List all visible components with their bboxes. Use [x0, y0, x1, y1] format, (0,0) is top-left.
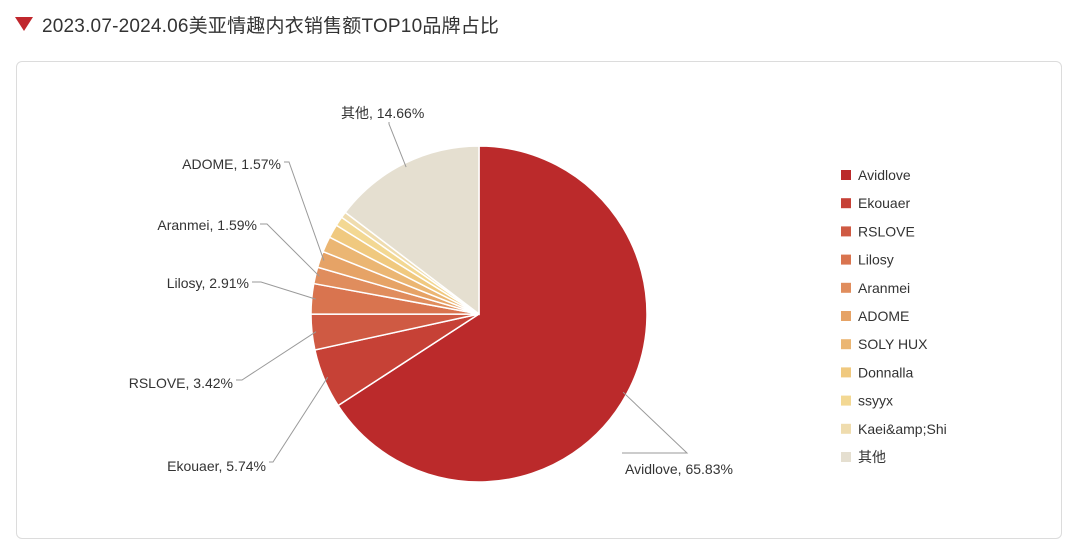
legend: Avidlove Ekouaer RSLOVE Lilosy Aranmei ADOME S… — [841, 167, 947, 465]
legend-item-rslove[interactable]: RSLOVE — [841, 223, 915, 239]
legend-label-avidlove: Avidlove — [858, 167, 911, 183]
legend-label-其他: 其他 — [858, 449, 886, 465]
chart-header: 2023.07-2024.06美亚情趣内衣销售额TOP10品牌占比 — [14, 10, 499, 38]
legend-label-soly-hux: SOLY HUX — [858, 336, 928, 352]
leader-line-其他 — [388, 122, 407, 168]
leader-line-ekouaer — [269, 376, 329, 463]
legend-label-ssyyx: ssyyx — [858, 393, 893, 409]
legend-item-ssyyx[interactable]: ssyyx — [841, 393, 893, 409]
legend-item-adome[interactable]: ADOME — [841, 308, 909, 324]
legend-item-aranmei[interactable]: Aranmei — [841, 280, 910, 296]
triangle-down-icon — [15, 17, 33, 31]
legend-item-其他[interactable]: 其他 — [841, 449, 886, 465]
legend-swatch-donnalla — [841, 367, 851, 378]
legend-swatch-soly-hux — [841, 339, 851, 350]
pie-chart: Avidlove, 65.83% Ekouaer, 5.74% RSLOVE, 3.… — [129, 105, 947, 483]
legend-swatch-ekouaer — [841, 198, 851, 209]
legend-swatch-其他 — [841, 452, 851, 462]
legend-item-ekouaer[interactable]: Ekouaer — [841, 195, 910, 211]
leader-lines — [236, 122, 689, 463]
leader-line-avidlove — [622, 391, 689, 454]
leader-line-lilosy — [252, 281, 316, 300]
data-label-其他: 其他, 14.66% — [341, 105, 424, 121]
leader-line-aranmei — [260, 223, 320, 277]
legend-label-ekouaer: Ekouaer — [858, 195, 910, 211]
legend-label-adome: ADOME — [858, 308, 909, 324]
data-label-adome: ADOME, 1.57% — [182, 156, 281, 172]
data-label-avidlove: Avidlove, 65.83% — [625, 461, 733, 477]
data-label-aranmei: Aranmei, 1.59% — [157, 217, 257, 233]
legend-label-rslove: RSLOVE — [858, 223, 915, 239]
legend-swatch-lilosy — [841, 254, 851, 265]
leader-line-rslove — [236, 331, 317, 381]
legend-swatch-aranmei — [841, 282, 851, 293]
legend-swatch-rslove — [841, 226, 851, 237]
data-label-ekouaer: Ekouaer, 5.74% — [167, 458, 266, 474]
legend-item-avidlove[interactable]: Avidlove — [841, 167, 911, 183]
legend-item-soly-hux[interactable]: SOLY HUX — [841, 336, 928, 352]
legend-label-aranmei: Aranmei — [858, 280, 910, 296]
chart-title: 2023.07-2024.06美亚情趣内衣销售额TOP10品牌占比 — [42, 15, 500, 37]
legend-label-kaeiandshi: Kaei&amp;Shi — [858, 421, 947, 437]
legend-label-lilosy: Lilosy — [858, 252, 894, 268]
legend-swatch-adome — [841, 311, 851, 321]
legend-swatch-avidlove — [841, 170, 851, 180]
leader-line-adome — [284, 161, 325, 261]
legend-item-kaeiandshi[interactable]: Kaei&amp;Shi — [841, 421, 947, 437]
pie-slices — [310, 145, 648, 483]
pie-slice-avidlove[interactable] — [337, 145, 648, 483]
slice-labels: Avidlove, 65.83% Ekouaer, 5.74% RSLOVE, 3.… — [129, 105, 733, 477]
legend-swatch-ssyyx — [841, 395, 851, 406]
data-label-rslove: RSLOVE, 3.42% — [129, 375, 233, 391]
legend-item-donnalla[interactable]: Donnalla — [841, 364, 913, 380]
legend-label-donnalla: Donnalla — [858, 364, 913, 380]
legend-swatch-kaeiandshi — [841, 423, 851, 434]
data-label-lilosy: Lilosy, 2.91% — [167, 275, 249, 291]
chart-card: Avidlove, 65.83% Ekouaer, 5.74% RSLOVE, 3.… — [16, 61, 1062, 539]
legend-item-lilosy[interactable]: Lilosy — [841, 252, 894, 268]
